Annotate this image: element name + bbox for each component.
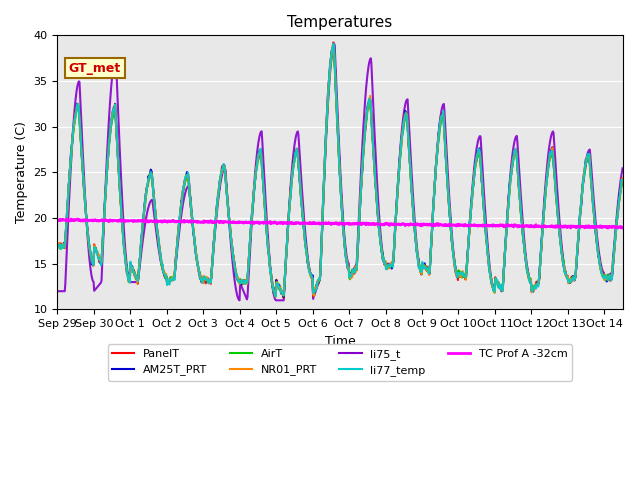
Text: GT_met: GT_met <box>68 62 121 75</box>
Legend: PanelT, AM25T_PRT, AirT, NR01_PRT, li75_t, li77_temp, TC Prof A -32cm: PanelT, AM25T_PRT, AirT, NR01_PRT, li75_… <box>108 345 572 381</box>
X-axis label: Time: Time <box>324 335 355 348</box>
Title: Temperatures: Temperatures <box>287 15 392 30</box>
Y-axis label: Temperature (C): Temperature (C) <box>15 121 28 223</box>
